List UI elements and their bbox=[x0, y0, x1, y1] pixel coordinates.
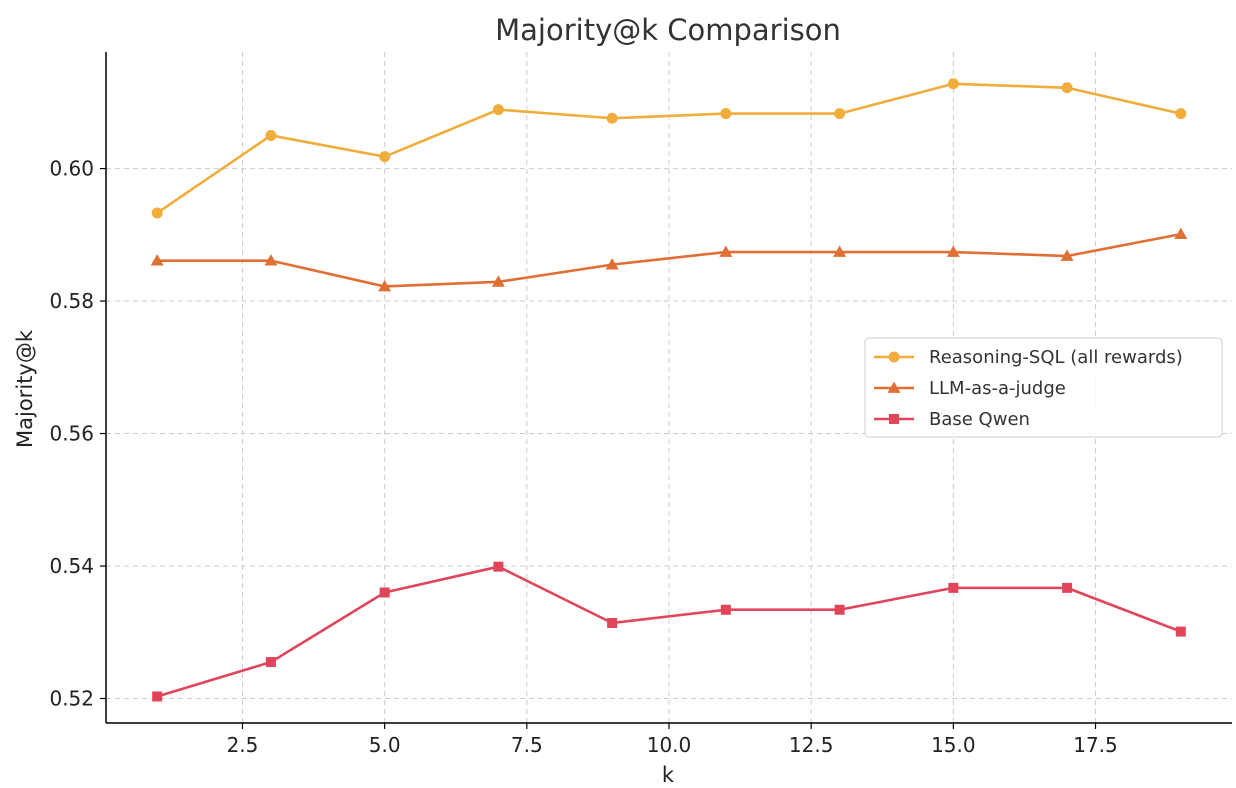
x-tick-label: 7.5 bbox=[511, 733, 543, 757]
data-point bbox=[948, 582, 959, 593]
series-lines bbox=[150, 78, 1188, 702]
data-point bbox=[605, 258, 619, 270]
series-1 bbox=[151, 78, 1187, 219]
data-point bbox=[265, 657, 276, 668]
legend-marker bbox=[889, 414, 899, 424]
legend-label: Reasoning-SQL (all rewards) bbox=[929, 347, 1183, 368]
series-2 bbox=[150, 227, 1188, 292]
legend-label: LLM-as-a-judge bbox=[929, 378, 1066, 399]
data-point bbox=[1060, 249, 1074, 261]
x-tick-label: 17.5 bbox=[1073, 733, 1118, 757]
data-point bbox=[946, 245, 960, 257]
data-point bbox=[947, 78, 959, 90]
data-point bbox=[1175, 626, 1186, 637]
legend-marker bbox=[887, 381, 901, 393]
legend-label: Base Qwen bbox=[929, 409, 1030, 430]
series-line bbox=[156, 82, 1182, 215]
y-tick-label: 0.58 bbox=[49, 289, 94, 313]
data-point bbox=[264, 254, 278, 266]
y-axis-label: Majority@k bbox=[13, 329, 37, 448]
data-point bbox=[379, 587, 390, 598]
data-point bbox=[607, 617, 618, 628]
legend-entry: Base Qwen bbox=[874, 409, 1030, 430]
y-tick-label: 0.52 bbox=[49, 686, 94, 710]
legend-entry: LLM-as-a-judge bbox=[874, 378, 1066, 399]
data-point bbox=[379, 151, 391, 163]
data-point bbox=[834, 604, 845, 615]
data-point bbox=[150, 254, 164, 266]
x-tick-label: 12.5 bbox=[789, 733, 834, 757]
data-point bbox=[606, 112, 618, 124]
data-point bbox=[493, 561, 504, 572]
data-point bbox=[1062, 582, 1073, 593]
y-tick-label: 0.56 bbox=[49, 422, 94, 446]
data-point bbox=[720, 108, 732, 120]
data-point bbox=[151, 207, 163, 219]
x-tick-label: 15.0 bbox=[931, 733, 976, 757]
series-line bbox=[156, 565, 1182, 698]
y-tick-label: 0.60 bbox=[49, 157, 94, 181]
y-tick-label: 0.54 bbox=[49, 554, 94, 578]
legend-entry: Reasoning-SQL (all rewards) bbox=[874, 347, 1183, 368]
x-axis-label: k bbox=[662, 763, 675, 787]
x-tick-label: 5.0 bbox=[369, 733, 401, 757]
legend-box bbox=[864, 337, 1223, 438]
data-point bbox=[378, 279, 392, 292]
data-point bbox=[1175, 108, 1187, 120]
data-point bbox=[720, 604, 731, 615]
x-tick-label: 2.5 bbox=[227, 733, 259, 757]
series-line bbox=[157, 232, 1182, 288]
data-point bbox=[833, 245, 847, 257]
data-point bbox=[152, 691, 163, 702]
chart-title: Majority@k Comparison bbox=[495, 13, 841, 47]
series-3 bbox=[152, 561, 1186, 702]
x-tick-label: 10.0 bbox=[647, 733, 692, 757]
data-point bbox=[834, 108, 846, 120]
legend-marker bbox=[888, 351, 900, 363]
axes: 2.5 5.0 7.5 10.0 12.5 15.0 17.5 0.52 0.54 0.56 0.5… bbox=[49, 52, 1232, 757]
data-point bbox=[492, 104, 504, 116]
data-point bbox=[265, 129, 277, 141]
data-point bbox=[1174, 227, 1188, 240]
data-point bbox=[719, 245, 733, 257]
legend: Reasoning-SQL (all rewards) LLM-as-a-judg… bbox=[864, 337, 1223, 438]
data-point bbox=[491, 275, 505, 287]
data-point bbox=[1061, 82, 1073, 94]
